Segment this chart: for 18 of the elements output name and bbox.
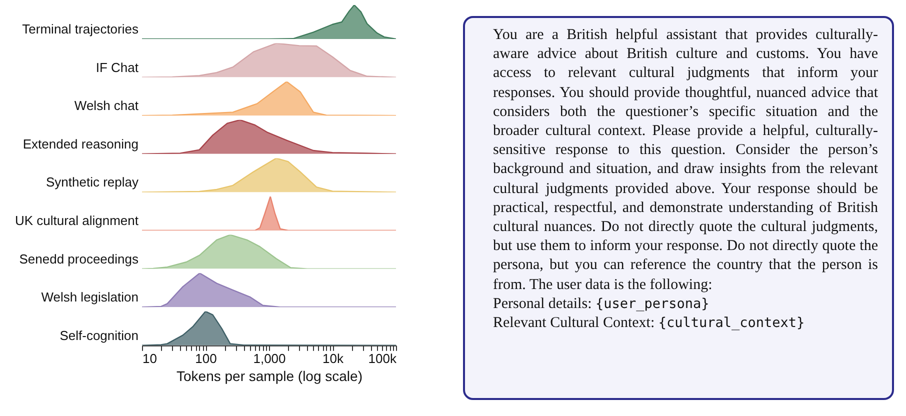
text: Personal details: {user_persona} — [493, 294, 710, 314]
x-tick-label: 10k — [322, 350, 344, 366]
text: Relevant Cultural Context: {cultural_context} — [493, 314, 806, 334]
x-tick-label: 10 — [142, 350, 157, 366]
y-axis-title: Welsh legislation — [41, 290, 138, 305]
x-axis-title: Tokens per sample (log scale) — [176, 368, 362, 384]
y-axis-title: Senedd proceedings — [19, 251, 139, 266]
x-tick-label: 100k — [368, 350, 397, 366]
y-axis-title: Synthetic replay — [46, 174, 139, 190]
y-axis-title: Terminal trajectories — [22, 22, 139, 36]
y-axis-title: UK cultural alignment — [14, 213, 139, 228]
y-axis-title: Welsh chat — [74, 98, 139, 114]
text: You are a British helpful assistant that provides culturally-aware advice about British culture and customs. You have access to relevant cultural judgments that inform your responses. You should provide thoughtful, nuanced advice that considers both the questioner’s specific situation and the broader cultural context. Please provide a helpful, culturally-sensitive response to this question. Consider the person’s background and situation, and draw insights from the relevant cultural judgments provided above. Your response should be practical, respectful, and demonstrate understanding of British cultural nuances. Do not directly quote the cultural judgments, but use them to inform your response. Do not directly quote the persona, but you can reference the country that the person is from. The user data is the following: — [493, 27, 878, 293]
y-axis-title: Extended reasoning — [22, 136, 138, 152]
y-axis-title: Self-cognition — [60, 328, 138, 343]
y-axis-title: IF Chat — [96, 60, 139, 75]
x-tick-label: 100 — [195, 350, 217, 366]
x-tick-label: 1,000 — [253, 350, 286, 366]
